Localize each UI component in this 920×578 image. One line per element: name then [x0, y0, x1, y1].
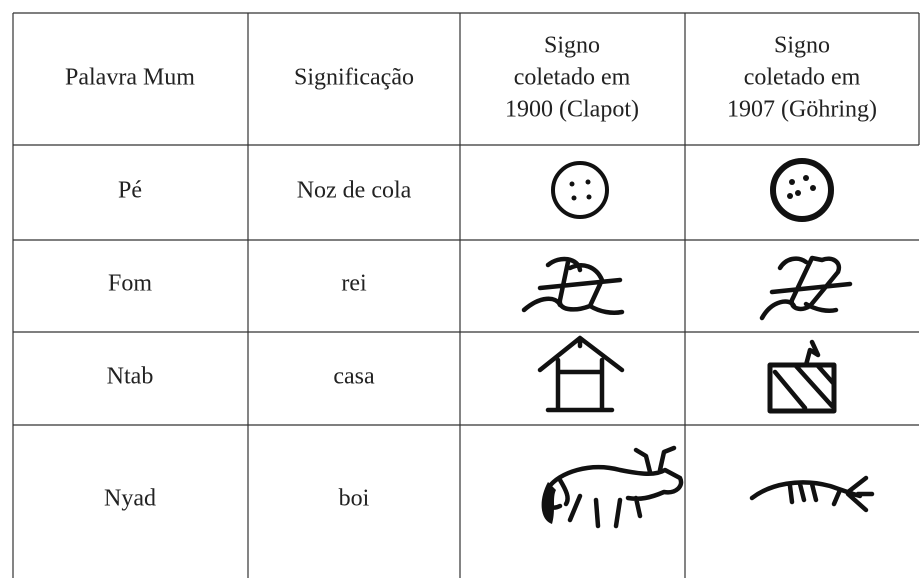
- table-cell: Fom: [108, 271, 152, 297]
- glyph-noz-de-cola-1900: [551, 161, 609, 219]
- glyph-boi-1900: [541, 445, 684, 529]
- table-cell: Noz de cola: [297, 178, 412, 204]
- glyph-noz-de-cola-1907: [770, 158, 834, 222]
- header-cell: Palavra Mum: [65, 65, 195, 91]
- glyph-boi-1907: [749, 475, 875, 513]
- header-cell: Signo: [774, 33, 830, 59]
- table-cell: rei: [341, 271, 367, 297]
- header-cell: Signo: [544, 33, 600, 59]
- glyph-casa-1900: [537, 335, 625, 413]
- header-cell: 1900 (Clapot): [505, 97, 639, 123]
- glyph-casa-1907: [767, 339, 837, 414]
- table-cell: casa: [333, 364, 375, 390]
- header-cell: coletado em: [744, 65, 861, 91]
- table-rules: [12, 12, 920, 578]
- glyph-rei-1907: [759, 255, 853, 321]
- header-cell: coletado em: [514, 65, 631, 91]
- glyph-rei-1900: [521, 256, 625, 315]
- table-cell: boi: [339, 486, 370, 512]
- table-cell: Nyad: [104, 486, 156, 512]
- header-cell: 1907 (Göhring): [727, 97, 877, 123]
- table-cell: Ntab: [107, 364, 154, 390]
- table-cell: Pé: [118, 178, 142, 204]
- header-cell: Significação: [294, 65, 414, 91]
